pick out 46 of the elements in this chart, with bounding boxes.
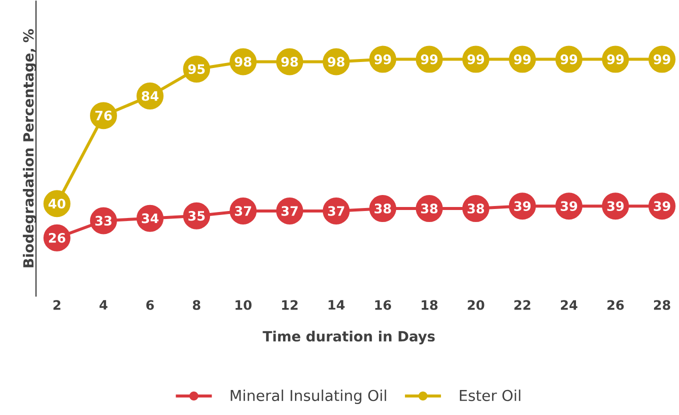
legend-label: Mineral Insulating Oil <box>230 390 386 404</box>
data-label: 99 <box>514 54 531 64</box>
data-label: 34 <box>142 214 158 224</box>
x-tick-label: 12 <box>282 300 298 310</box>
x-tick-label: 6 <box>146 300 154 310</box>
x-tick-label: 22 <box>514 300 530 310</box>
data-label: 38 <box>468 204 484 214</box>
data-label: 76 <box>95 110 112 121</box>
data-label: 99 <box>420 54 438 64</box>
data-label: 39 <box>654 201 670 212</box>
data-label: 98 <box>328 57 344 67</box>
data-label: 37 <box>234 206 252 216</box>
data-label: 33 <box>95 216 112 226</box>
data-label: 98 <box>281 57 298 67</box>
data-label: 38 <box>421 204 438 214</box>
y-axis-title: Biodegradation Percentage, % <box>22 29 36 268</box>
data-label: 39 <box>560 201 578 212</box>
data-label: 40 <box>48 198 66 209</box>
x-tick-label: 8 <box>192 300 200 310</box>
data-label: 99 <box>607 54 624 64</box>
data-label: 39 <box>607 201 624 212</box>
data-label: 26 <box>48 233 66 243</box>
x-tick-label: 4 <box>100 300 108 310</box>
data-label: 99 <box>560 54 578 64</box>
x-tick-label: 26 <box>607 300 624 310</box>
data-label: 39 <box>514 201 531 212</box>
data-label: 99 <box>374 54 391 64</box>
data-label: 37 <box>328 206 344 216</box>
x-tick-label: 28 <box>654 300 670 310</box>
legend-label: Ester Oil <box>460 390 520 402</box>
x-tick-label: 16 <box>375 300 392 310</box>
x-tick-label: 10 <box>236 300 252 310</box>
x-tick-label: 14 <box>328 300 345 310</box>
data-label: 38 <box>374 204 391 214</box>
data-label: 35 <box>188 211 205 221</box>
x-tick-label: 2 <box>53 300 60 310</box>
data-label: 37 <box>282 206 298 216</box>
data-label: 99 <box>654 54 670 64</box>
x-tick-label: 20 <box>468 300 484 310</box>
data-label: 84 <box>142 91 158 102</box>
x-axis-title: Time duration in Days <box>262 330 435 345</box>
data-label: 98 <box>234 57 252 67</box>
x-tick-label: 24 <box>560 300 578 310</box>
data-label: 95 <box>188 64 205 74</box>
x-tick-label: 18 <box>422 300 438 310</box>
data-label: 99 <box>467 54 484 64</box>
